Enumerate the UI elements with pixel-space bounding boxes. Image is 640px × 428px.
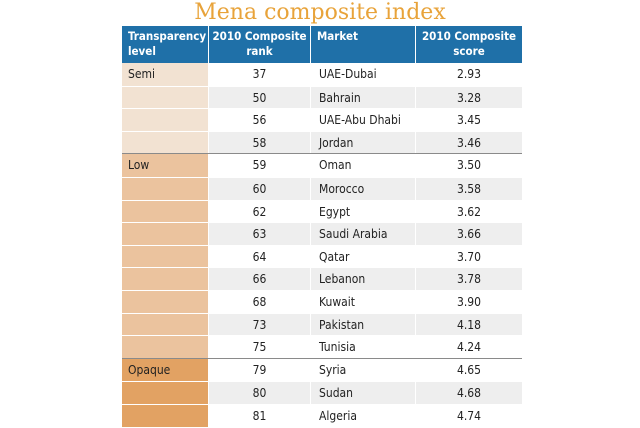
rank-cell: 37: [208, 63, 310, 86]
level-cell: Low: [122, 154, 208, 177]
score-cell: 3.62: [415, 199, 522, 223]
header-composite-score: 2010 Composite score: [415, 26, 522, 63]
rank-cell: 80: [208, 381, 310, 404]
level-cell: [122, 130, 208, 154]
rank-cell: 64: [208, 244, 310, 268]
header-composite-rank: 2010 Composite rank: [208, 26, 310, 63]
score-cell: 4.74: [415, 403, 522, 427]
rank-cell: 56: [208, 108, 310, 131]
score-cell: 3.58: [415, 176, 522, 200]
level-cell: [122, 335, 208, 358]
market-cell: Egypt: [310, 199, 415, 223]
level-cell: [122, 108, 208, 131]
score-cell: 3.45: [415, 108, 522, 131]
level-cell: [122, 312, 208, 336]
table-body: Semi 37 UAE-Dubai 2.93 50 Bahrain 3.28 56 UAE-Ab…: [122, 63, 522, 427]
composite-index-table: Transparency level 2010 Composite rank M…: [122, 26, 522, 427]
chart-title: Mena composite index: [194, 0, 446, 25]
rank-cell: 79: [208, 358, 310, 382]
table-row: Semi 37 UAE-Dubai 2.93: [122, 63, 522, 86]
score-cell: 3.66: [415, 222, 522, 245]
level-cell: Semi: [122, 63, 208, 86]
level-cell: [122, 222, 208, 245]
level-cell: Opaque: [122, 358, 208, 382]
table-row: Low 59 Oman 3.50: [122, 154, 522, 177]
score-cell: 4.18: [415, 312, 522, 336]
market-cell: Sudan: [310, 381, 415, 404]
market-cell: Bahrain: [310, 85, 415, 109]
table-row: 81 Algeria 4.74: [122, 403, 522, 427]
table-row: 63 Saudi Arabia 3.66: [122, 222, 522, 245]
market-cell: Saudi Arabia: [310, 222, 415, 245]
score-cell: 4.65: [415, 358, 522, 382]
table-row: 68 Kuwait 3.90: [122, 289, 522, 313]
market-cell: Tunisia: [310, 335, 415, 358]
market-cell: UAE-Dubai: [310, 63, 415, 86]
score-cell: 3.46: [415, 130, 522, 154]
market-cell: Kuwait: [310, 289, 415, 313]
header-market: Market: [310, 26, 415, 63]
rank-cell: 66: [208, 267, 310, 290]
market-cell: Jordan: [310, 130, 415, 154]
header-transparency-level: Transparency level: [128, 29, 207, 58]
level-cell: [122, 199, 208, 223]
market-cell: Pakistan: [310, 312, 415, 336]
score-cell: 4.24: [415, 335, 522, 358]
table-header: Transparency level 2010 Composite rank M…: [122, 26, 522, 63]
level-cell: [122, 289, 208, 313]
rank-cell: 81: [208, 403, 310, 427]
score-cell: 2.93: [415, 63, 522, 86]
group-opaque: Opaque 79 Syria 4.65 80 Sudan 4.68 81 Algeria 4.7…: [122, 357, 522, 427]
score-cell: 3.50: [415, 154, 522, 177]
rank-cell: 62: [208, 199, 310, 223]
score-cell: 3.78: [415, 267, 522, 290]
table-row: 60 Morocco 3.58: [122, 176, 522, 200]
market-cell: Syria: [310, 358, 415, 382]
level-cell: [122, 381, 208, 404]
score-cell: 3.90: [415, 289, 522, 313]
level-cell: [122, 244, 208, 268]
level-cell: [122, 176, 208, 200]
table-row: 80 Sudan 4.68: [122, 381, 522, 404]
rank-cell: 68: [208, 289, 310, 313]
table-row: 64 Qatar 3.70: [122, 244, 522, 268]
market-cell: Qatar: [310, 244, 415, 268]
score-cell: 4.68: [415, 381, 522, 404]
rank-cell: 75: [208, 335, 310, 358]
level-cell: [122, 267, 208, 290]
group-low: Low 59 Oman 3.50 60 Morocco 3.58 62 Egypt 3.62 63 S…: [122, 153, 522, 358]
table-row: Opaque 79 Syria 4.65: [122, 358, 522, 382]
table-row: 75 Tunisia 4.24: [122, 335, 522, 358]
table-row: 62 Egypt 3.62: [122, 199, 522, 223]
rank-cell: 50: [208, 85, 310, 109]
rank-cell: 59: [208, 154, 310, 177]
rank-cell: 63: [208, 222, 310, 245]
table-row: 73 Pakistan 4.18: [122, 312, 522, 336]
rank-cell: 60: [208, 176, 310, 200]
level-cell: [122, 403, 208, 427]
market-cell: Lebanon: [310, 267, 415, 290]
table-row: 66 Lebanon 3.78: [122, 267, 522, 290]
market-cell: Morocco: [310, 176, 415, 200]
table-row: 50 Bahrain 3.28: [122, 85, 522, 109]
market-cell: Oman: [310, 154, 415, 177]
score-cell: 3.28: [415, 85, 522, 109]
market-cell: Algeria: [310, 403, 415, 427]
market-cell: UAE-Abu Dhabi: [310, 108, 415, 131]
group-semi: Semi 37 UAE-Dubai 2.93 50 Bahrain 3.28 56 UAE-Ab…: [122, 63, 522, 154]
rank-cell: 58: [208, 130, 310, 154]
score-cell: 3.70: [415, 244, 522, 268]
table-row: 58 Jordan 3.46: [122, 130, 522, 154]
table-row: 56 UAE-Abu Dhabi 3.45: [122, 108, 522, 131]
level-cell: [122, 85, 208, 109]
rank-cell: 73: [208, 312, 310, 336]
